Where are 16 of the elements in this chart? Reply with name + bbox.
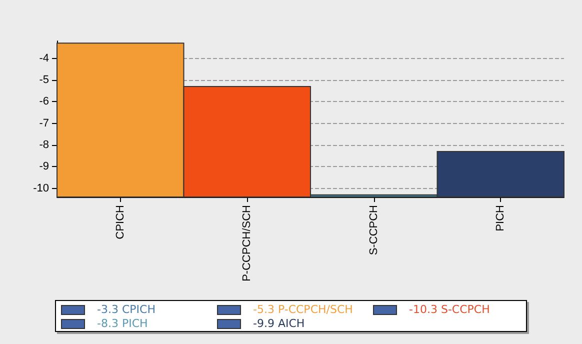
x-tick-label: CPICH bbox=[114, 204, 126, 240]
y-tick-label: -7 bbox=[39, 117, 49, 130]
x-tick-label: PICH bbox=[494, 204, 507, 232]
y-tick-label: -6 bbox=[39, 96, 49, 108]
x-tick-label: P-CCPCH/SCH bbox=[241, 204, 254, 282]
text: -3.3 CPICH bbox=[97, 303, 156, 316]
text: -10.3 S-CCPCH bbox=[409, 303, 490, 316]
text: -5.3 P-CCPCH/SCH bbox=[253, 303, 353, 316]
text: -8.3 PICH bbox=[97, 317, 148, 330]
y-tick-label: -8 bbox=[39, 139, 49, 151]
y-tick-label: -10 bbox=[33, 182, 49, 194]
y-tick-label: -9 bbox=[39, 160, 49, 173]
x-tick-label: S-CCPCH bbox=[368, 204, 380, 256]
y-tick-label: -4 bbox=[39, 52, 49, 64]
text: -9.9 AICH bbox=[253, 317, 305, 330]
y-tick-label: -5 bbox=[39, 74, 49, 86]
